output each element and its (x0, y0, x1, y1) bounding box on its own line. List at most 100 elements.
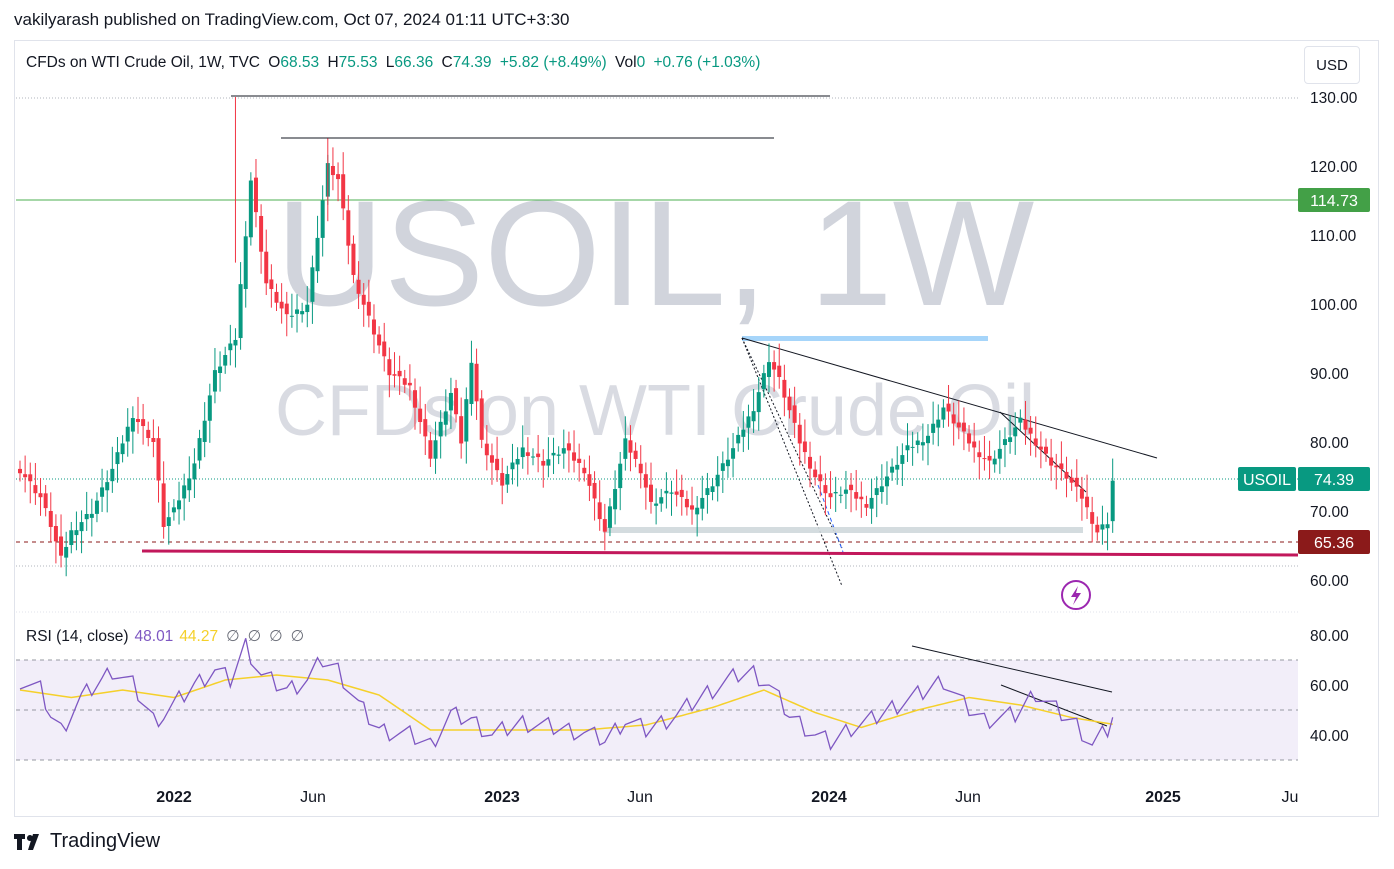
candle-body (777, 365, 782, 378)
rsi-placeholder: ∅ (226, 628, 240, 645)
candle-body (1018, 417, 1023, 423)
candle-body (674, 491, 679, 495)
candle-body (823, 485, 828, 494)
candle-body (787, 396, 792, 411)
close-value: 74.39 (452, 54, 492, 71)
candle-body (500, 473, 505, 486)
rsi-ma-value: 44.27 (179, 628, 219, 645)
candle-body (351, 243, 356, 275)
candle-body (1105, 524, 1110, 529)
candle-body (28, 474, 33, 482)
candle-body (838, 494, 843, 496)
candle-body (192, 463, 197, 480)
candle-body (120, 443, 125, 455)
candle-body (305, 304, 310, 313)
candle-body (884, 476, 889, 487)
candle-body (541, 460, 546, 466)
candle-body (782, 379, 787, 398)
rsi-band (16, 659, 1298, 761)
candle-body (135, 418, 140, 423)
close-label: C (441, 54, 453, 71)
candle-body (926, 435, 931, 444)
candle-body (64, 546, 69, 558)
rsi-placeholder: ∅ (247, 628, 262, 645)
candle-body (479, 398, 484, 440)
candle-body (248, 180, 253, 238)
price-tick-label: 70.00 (1310, 504, 1349, 521)
candle-body (1049, 457, 1054, 466)
candle-body (23, 474, 28, 478)
rectangle-zone (742, 336, 988, 341)
currency-button[interactable]: USD (1304, 46, 1360, 84)
candle-body (536, 453, 541, 458)
channel-line (817, 484, 844, 553)
candle-body (469, 362, 474, 404)
candle-body (243, 236, 248, 289)
time-tick-label: 2025 (1145, 789, 1181, 806)
candle-body (715, 474, 720, 487)
candle-body (418, 408, 423, 423)
candle-body (1074, 477, 1079, 487)
candle-body (515, 458, 520, 465)
candle-body (859, 496, 864, 500)
rsi-name: RSI (14, close) (26, 628, 129, 645)
watermark-name: CFDs on WTI Crude Oil (275, 371, 1035, 451)
candle-body (105, 482, 110, 491)
candle-body (438, 421, 443, 437)
candle-body (602, 519, 607, 532)
tradingview-brand[interactable]: TradingView (14, 830, 160, 853)
candle-body (18, 468, 22, 474)
candle-body (336, 174, 341, 180)
open-value: 68.53 (280, 54, 320, 71)
rsi-legend[interactable]: RSI (14, close) 48.01 44.27 ∅ ∅ ∅ ∅ (26, 627, 304, 646)
candle-body (659, 497, 664, 504)
rsi-line (19, 638, 1114, 751)
vol-label: Vol (615, 54, 637, 71)
candle-body (654, 503, 659, 506)
support-line (141, 549, 1299, 557)
candle-body (623, 438, 628, 459)
candle-body (330, 166, 335, 176)
price-label-support-bg (1298, 530, 1370, 554)
time-tick-label: 2024 (811, 789, 847, 806)
candles (18, 97, 1115, 577)
candle-body (566, 443, 571, 451)
candle-body (900, 455, 905, 464)
candle-body (879, 486, 884, 492)
candle-body (171, 507, 176, 513)
candle-body (1033, 438, 1038, 446)
watermark-ticker: USOIL, 1W (276, 169, 1035, 337)
candle-body (736, 434, 741, 444)
candle-body (443, 411, 448, 425)
candle-body (1079, 488, 1084, 499)
candle-body (705, 488, 710, 496)
tradingview-logo-icon (14, 833, 39, 850)
candle-body (648, 484, 653, 502)
candle-body (156, 438, 161, 481)
candle-body (464, 399, 469, 442)
symbol-legend[interactable]: CFDs on WTI Crude Oil, 1W, TVC O68.53 H7… (26, 54, 764, 72)
time-tick-label: 2023 (484, 789, 520, 806)
candle-body (279, 301, 284, 309)
candle-body (710, 486, 715, 492)
candle-body (833, 492, 838, 494)
candle-body (238, 284, 243, 339)
candle-body (161, 483, 166, 527)
price-label-last-bg (1298, 467, 1370, 491)
candle-body (864, 504, 869, 508)
candle-body (269, 279, 274, 290)
candle-body (110, 468, 115, 482)
rsi-ma-line (19, 674, 1113, 731)
brand-name: TradingView (50, 830, 161, 852)
candle-body (264, 251, 269, 284)
candle-body (982, 458, 987, 460)
candle-body (310, 267, 315, 302)
price-tick-label: 120.00 (1310, 159, 1358, 176)
candle-body (756, 392, 761, 413)
candle-body (843, 489, 848, 494)
publisher-line: vakilyarash published on TradingView.com… (14, 10, 570, 29)
rsi-value: 48.01 (134, 628, 174, 645)
candle-body (84, 514, 89, 520)
candle-body (1008, 437, 1013, 442)
